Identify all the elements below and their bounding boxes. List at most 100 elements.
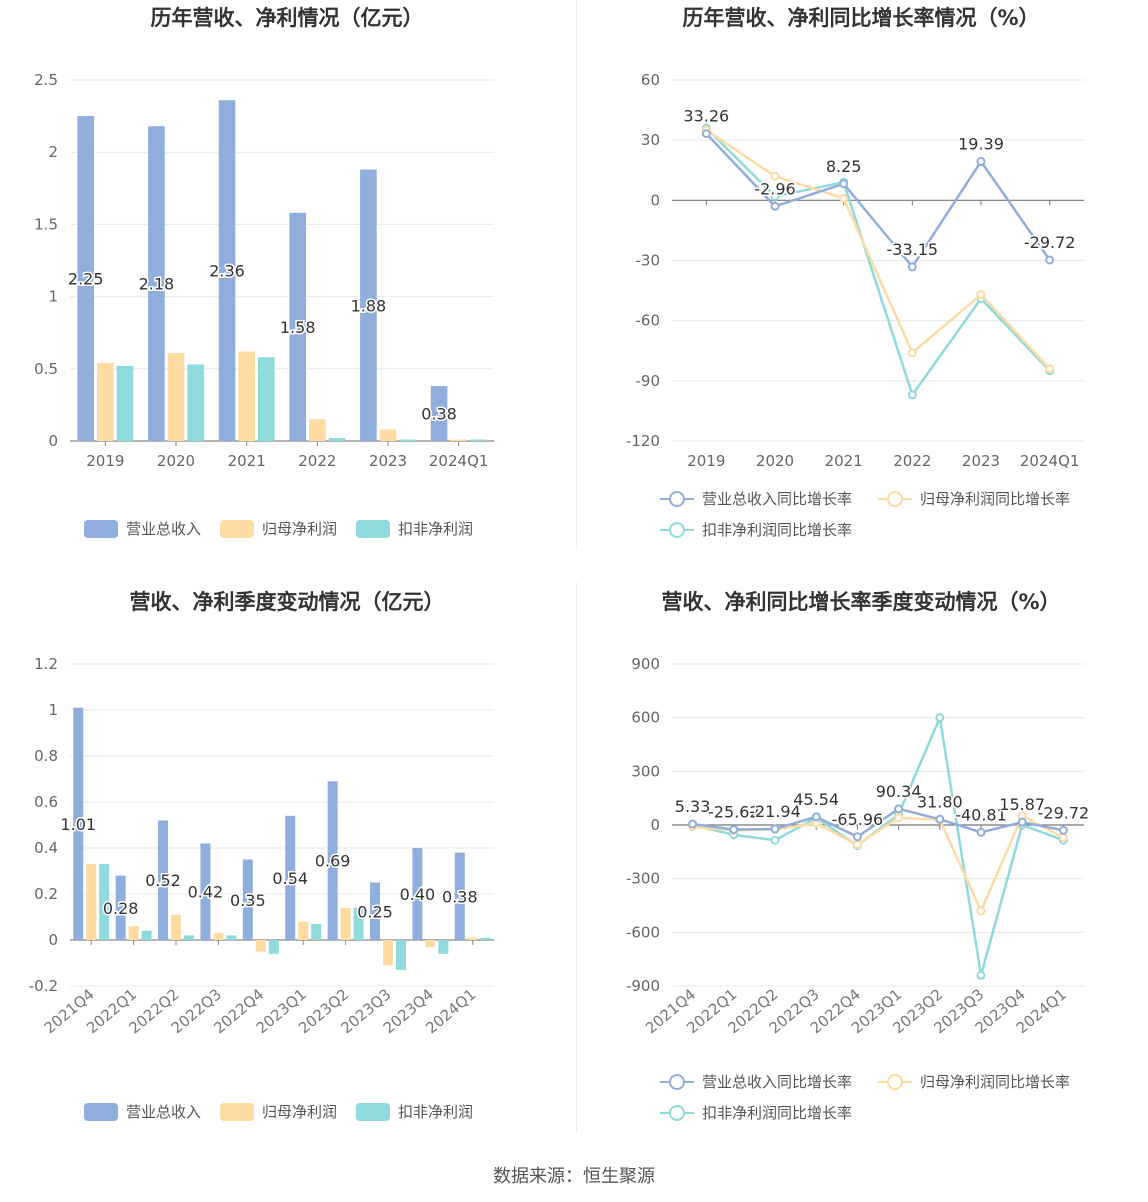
bar-deducted-profit	[469, 439, 487, 441]
legend-item-deducted-profit[interactable]: 扣非净利润	[356, 518, 473, 539]
y-tick-label: 0.6	[34, 793, 58, 811]
data-point	[907, 348, 917, 358]
bar-net-profit	[167, 352, 185, 441]
legend-line-icon	[878, 490, 912, 508]
bar-deducted-profit	[480, 937, 491, 940]
x-tick-label: 2021	[228, 452, 266, 470]
data-label: 90.34	[876, 782, 922, 801]
data-point	[852, 832, 862, 842]
bar-net-profit	[171, 914, 181, 940]
legend-item-revenue[interactable]: 营业总收入	[84, 1101, 201, 1122]
data-label: 1.88	[351, 296, 387, 315]
bar-net-profit	[255, 940, 266, 952]
data-point	[976, 290, 986, 300]
bar-net-profit	[238, 351, 255, 441]
data-point	[894, 813, 904, 823]
data-point	[1058, 825, 1068, 835]
bar-deducted-profit	[328, 438, 346, 441]
legend-item-deducted-profit[interactable]: 扣非净利润	[356, 1101, 473, 1122]
legend-label: 营业总收入	[126, 1103, 202, 1121]
y-tick-label: 1.5	[34, 215, 58, 233]
legend-item-net-growth[interactable]: 归母净利润同比增长率	[878, 1071, 1070, 1092]
y-tick-label: 0	[650, 816, 660, 834]
bar-deducted-profit	[395, 940, 406, 970]
panel-divider	[576, 0, 577, 550]
bar-revenue	[200, 843, 211, 940]
x-tick-label: 2019	[86, 452, 124, 470]
data-label: 0.54	[272, 869, 308, 888]
data-point	[935, 713, 945, 723]
legend-item-revenue-growth[interactable]: 营业总收入同比增长率	[660, 1071, 852, 1092]
annual-growth-rate-panel: 历年营收、净利同比增长率情况（%） -120 -90 -60 -30 0 30 60 2019…	[574, 0, 1148, 582]
bar-revenue	[327, 781, 338, 940]
legend-item-net-growth[interactable]: 归母净利润同比增长率	[878, 488, 1070, 509]
legend-line-icon	[660, 1073, 694, 1091]
data-label: 31.80	[917, 792, 963, 811]
legend-swatch	[84, 1102, 118, 1121]
y-tick-label: -90	[636, 372, 661, 390]
legend-label: 营业总收入同比增长率	[702, 490, 853, 508]
series-line-revenue-growth	[705, 132, 1051, 269]
data-label: 0.42	[188, 883, 224, 902]
bar-revenue	[412, 848, 423, 940]
x-tick-label: 2021	[825, 452, 863, 470]
bar-net-profit	[379, 429, 397, 441]
legend-line-icon	[878, 1073, 912, 1091]
legend-item-deducted-growth[interactable]: 扣非净利润同比增长率	[660, 1102, 852, 1123]
data-label: 19.39	[958, 134, 1004, 153]
data-label: -2.96	[754, 179, 795, 198]
legend-item-net-profit[interactable]: 归母净利润	[220, 1101, 337, 1122]
legend-item-revenue-growth[interactable]: 营业总收入同比增长率	[660, 488, 852, 509]
data-label: 0.28	[103, 899, 139, 918]
data-point	[770, 835, 780, 845]
y-tick-label: 0	[650, 191, 660, 209]
legend-swatch	[220, 1102, 254, 1121]
legend-item-net-profit[interactable]: 归母净利润	[220, 518, 337, 539]
data-point	[839, 179, 849, 189]
data-label: 2.36	[209, 262, 245, 281]
y-tick-label: -0.2	[29, 977, 58, 995]
legend-label: 归母净利润	[262, 520, 338, 538]
data-label: 0.40	[400, 885, 436, 904]
legend-item-revenue[interactable]: 营业总收入	[84, 518, 201, 539]
bar-revenue	[158, 820, 169, 940]
data-label: 0.38	[421, 405, 457, 424]
data-label: 45.54	[793, 790, 839, 809]
quarterly-bar-chart: -0.200.20.40.60.811.22021Q42022Q12022Q22…	[29, 655, 494, 1037]
data-point	[1058, 833, 1068, 843]
x-tick-label: 2022	[298, 452, 336, 470]
legend-swatch	[356, 519, 390, 538]
y-tick-label: 60	[641, 71, 660, 89]
bar-net-profit	[467, 937, 478, 940]
data-label: -29.72	[1024, 233, 1076, 252]
data-label: 0.69	[315, 852, 351, 871]
y-tick-label: 600	[631, 709, 660, 727]
data-label: 33.26	[683, 107, 729, 126]
series-line-net-growth	[705, 129, 1051, 370]
bar-deducted-profit	[257, 357, 275, 441]
legend-label: 营业总收入同比增长率	[702, 1073, 853, 1091]
data-point	[701, 129, 711, 139]
bar-net-profit	[425, 940, 436, 947]
x-tick-label: 2020	[756, 452, 794, 470]
y-tick-label: 1.2	[34, 655, 58, 673]
series-line-revenue-growth	[692, 807, 1064, 839]
y-tick-label: 1	[48, 288, 58, 306]
data-label: -25.62	[708, 803, 760, 822]
data-point	[1045, 364, 1055, 374]
bar-revenue	[73, 707, 84, 940]
data-point	[1045, 255, 1055, 265]
bar-deducted-profit	[311, 923, 322, 940]
data-label: 8.25	[826, 157, 862, 176]
y-tick-label: -600	[626, 923, 660, 941]
data-label: 0.38	[442, 887, 478, 906]
bar-deducted-profit	[183, 935, 194, 940]
bar-net-profit	[340, 907, 351, 940]
data-label: -21.94	[749, 802, 801, 821]
legend-line-icon	[660, 1104, 694, 1122]
y-tick-label: -30	[636, 252, 661, 270]
legend-item-deducted-growth[interactable]: 扣非净利润同比增长率	[660, 519, 852, 540]
bar-revenue	[360, 169, 377, 441]
data-label: 0.25	[357, 902, 393, 921]
data-point	[894, 804, 904, 814]
